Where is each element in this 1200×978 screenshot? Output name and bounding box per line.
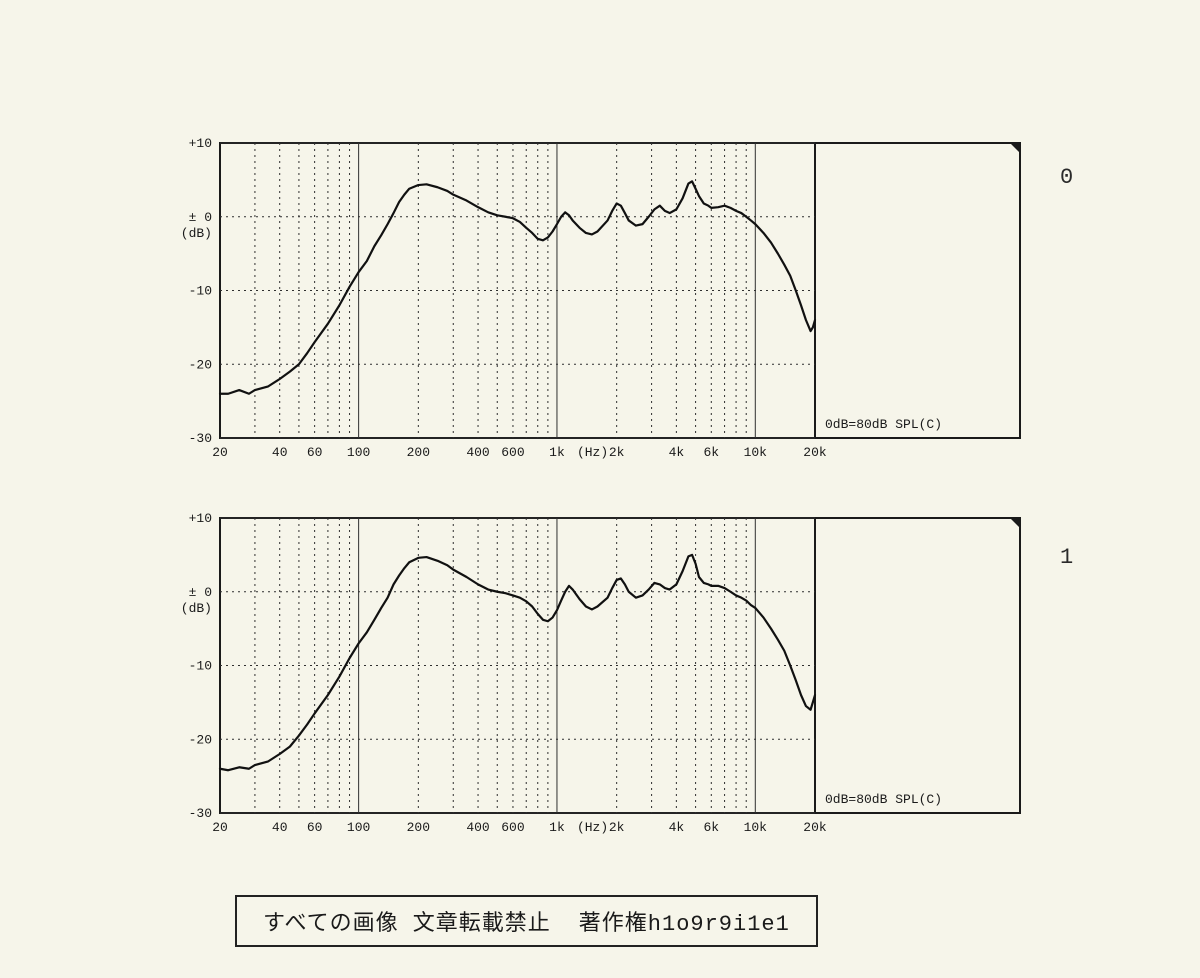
svg-text:4k: 4k xyxy=(669,445,685,460)
svg-text:+10: +10 xyxy=(189,136,212,151)
svg-text:2k: 2k xyxy=(609,820,625,835)
svg-text:± 0: ± 0 xyxy=(189,585,212,600)
svg-text:(Hz): (Hz) xyxy=(577,445,608,460)
svg-text:20k: 20k xyxy=(803,445,827,460)
svg-text:± 0: ± 0 xyxy=(189,210,212,225)
svg-text:40: 40 xyxy=(272,820,288,835)
frequency-response-chart: +10 ± 0 -10 -20 -30 (dB) 20 40 60 100 200 400 600 1k (… xyxy=(155,135,1025,475)
svg-text:600: 600 xyxy=(501,445,524,460)
copyright-notice: すべての画像 文章転載禁止 著作権h1o9r9i1e1 xyxy=(235,895,818,947)
svg-text:-10: -10 xyxy=(189,659,212,674)
svg-text:20k: 20k xyxy=(803,820,827,835)
svg-text:60: 60 xyxy=(307,820,323,835)
svg-text:1k: 1k xyxy=(549,820,565,835)
svg-text:6k: 6k xyxy=(703,445,719,460)
svg-text:10k: 10k xyxy=(744,445,768,460)
svg-text:4k: 4k xyxy=(669,820,685,835)
svg-text:600: 600 xyxy=(501,820,524,835)
svg-text:40: 40 xyxy=(272,445,288,460)
svg-text:10k: 10k xyxy=(744,820,768,835)
svg-text:-30: -30 xyxy=(189,806,212,821)
svg-text:200: 200 xyxy=(407,445,430,460)
copyright-text-1: すべての画像 文章転載禁止 xyxy=(263,912,551,937)
svg-text:400: 400 xyxy=(466,445,489,460)
svg-text:+10: +10 xyxy=(189,511,212,526)
svg-text:6k: 6k xyxy=(703,820,719,835)
channel-index-label: 1 xyxy=(1060,545,1073,570)
svg-text:100: 100 xyxy=(347,820,370,835)
svg-text:2k: 2k xyxy=(609,445,625,460)
svg-text:1k: 1k xyxy=(549,445,565,460)
copyright-text-2: 著作権h1o9r9i1e1 xyxy=(579,912,790,937)
svg-text:20: 20 xyxy=(212,445,228,460)
svg-text:-20: -20 xyxy=(189,732,212,747)
svg-text:-10: -10 xyxy=(189,284,212,299)
svg-text:20: 20 xyxy=(212,820,228,835)
svg-text:-20: -20 xyxy=(189,357,212,372)
svg-text:400: 400 xyxy=(466,820,489,835)
reference-level-label: 0dB=80dB SPL(C) xyxy=(825,417,942,432)
svg-text:200: 200 xyxy=(407,820,430,835)
svg-text:(dB): (dB) xyxy=(181,226,212,241)
svg-text:(dB): (dB) xyxy=(181,601,212,616)
svg-text:(Hz): (Hz) xyxy=(577,820,608,835)
reference-level-label: 0dB=80dB SPL(C) xyxy=(825,792,942,807)
svg-text:60: 60 xyxy=(307,445,323,460)
svg-text:-30: -30 xyxy=(189,431,212,446)
channel-index-label: 0 xyxy=(1060,165,1073,190)
frequency-response-chart: +10 ± 0 -10 -20 -30 (dB) 20 40 60 100 200 400 600 1k (… xyxy=(155,510,1025,850)
svg-text:100: 100 xyxy=(347,445,370,460)
